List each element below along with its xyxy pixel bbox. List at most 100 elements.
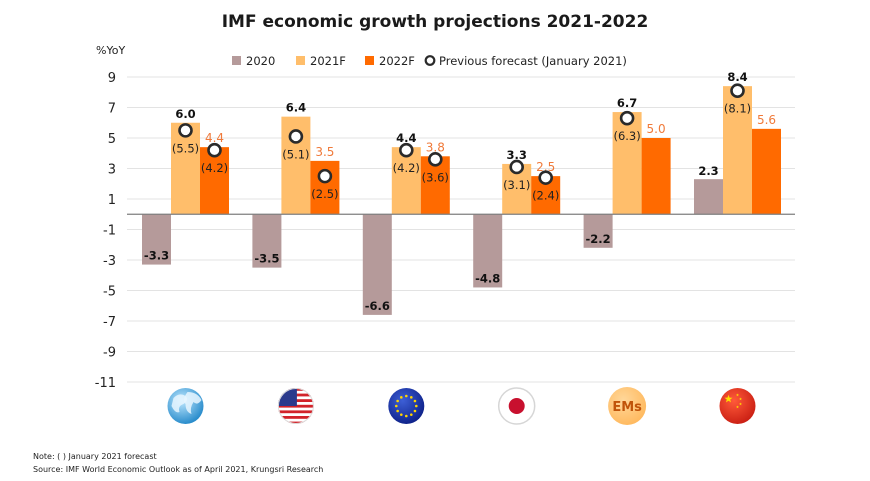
- data-label: 4.4: [396, 131, 416, 145]
- bar-2022f: [641, 138, 671, 215]
- data-label: -3.5: [254, 252, 279, 266]
- y-tick-label: -9: [103, 346, 116, 361]
- china-star: [724, 394, 733, 403]
- previous-forecast-label: (3.6): [422, 170, 449, 184]
- china-small-star: [736, 405, 739, 409]
- y-tick-label: -11: [95, 376, 116, 391]
- previous-forecast-marker: [619, 110, 635, 126]
- flag-stripe: [277, 421, 314, 424]
- bar-2020: [142, 214, 171, 265]
- data-label: 8.4: [727, 70, 747, 84]
- eu-star: [410, 413, 413, 416]
- y-tick-label: 1: [108, 193, 116, 208]
- bar-2020: [694, 179, 723, 215]
- data-label: 3.8: [426, 140, 445, 154]
- data-label: 4.4: [205, 131, 224, 145]
- bar-2022f: [200, 147, 229, 215]
- legend-label: 2021F: [310, 54, 346, 68]
- previous-forecast-label: (8.1): [724, 102, 751, 116]
- previous-forecast-label: (6.3): [613, 129, 640, 143]
- flag-stripe: [277, 410, 314, 414]
- china-small-star: [736, 393, 739, 397]
- china-flag-icon: [719, 388, 756, 424]
- data-label: -2.2: [586, 232, 611, 246]
- data-label: 2.3: [698, 164, 718, 178]
- china-small-star: [739, 397, 742, 401]
- eu-star: [410, 396, 413, 399]
- previous-forecast-label: (4.2): [201, 161, 228, 175]
- ems-badge-icon: EMs: [608, 387, 647, 425]
- previous-forecast-marker: [509, 159, 525, 175]
- note-text: Note: ( ) January 2021 forecast: [33, 452, 157, 461]
- data-labels: -3.3 -3.5 -6.6 -4.8 -2.2 2.3 6.0 6.4 4.4 3.3 6.7 8.…: [144, 70, 776, 313]
- eu-star: [415, 404, 418, 408]
- data-label: -6.6: [365, 299, 390, 313]
- globe-continent: [171, 394, 188, 413]
- previous-forecast-marker: [207, 142, 222, 158]
- previous-forecast-label: (3.1): [503, 178, 530, 192]
- y-tick-label: -3: [103, 254, 116, 269]
- previous-forecast-marker: [427, 152, 443, 167]
- data-label: 6.0: [175, 107, 195, 121]
- legend-label: 2020: [246, 54, 275, 68]
- data-label: 6.4: [286, 101, 306, 115]
- y-tick-label: 9: [108, 71, 116, 86]
- bar-2020: [362, 214, 392, 315]
- data-label: -3.3: [144, 249, 169, 263]
- eu-star: [396, 399, 399, 403]
- bar-2021f: [612, 112, 642, 215]
- previous-forecast-marker: [288, 129, 304, 144]
- bar-2021f: [171, 122, 200, 215]
- eu-star: [395, 404, 398, 408]
- japan-flag-icon: [497, 387, 536, 425]
- y-axis-label: %YoY: [96, 44, 125, 57]
- gridlines: [127, 76, 795, 383]
- eu-star: [400, 413, 403, 416]
- previous-forecast-marker: [398, 142, 414, 158]
- data-label: 6.7: [617, 96, 637, 110]
- us-flag-icon: [277, 388, 314, 424]
- category-icons: EMs: [167, 387, 756, 425]
- previous-forecast-marker: [730, 83, 745, 99]
- china-small-star: [739, 402, 742, 406]
- bar-2020: [252, 214, 282, 268]
- previous-forecast-label: (2.5): [311, 187, 338, 201]
- legend-swatch-2020: [232, 56, 241, 65]
- ems-badge-text: EMs: [612, 400, 642, 415]
- data-label: 5.6: [757, 113, 776, 127]
- legend-label: Previous forecast (January 2021): [439, 54, 627, 68]
- eu-flag-icon: [388, 388, 425, 424]
- bar-2020: [583, 214, 613, 248]
- source-text: Source: IMF World Economic Outlook as of…: [33, 465, 323, 474]
- eu-star: [413, 399, 417, 403]
- legend-swatch-2021f: [296, 56, 305, 65]
- legend-marker-previous-forecast: [424, 55, 436, 66]
- data-label: 3.5: [315, 145, 334, 159]
- eu-star: [405, 394, 408, 398]
- flag-stripe: [277, 416, 314, 419]
- legend-swatch-2022f: [365, 56, 374, 65]
- eu-star: [400, 396, 403, 399]
- previous-forecast-marker: [178, 123, 193, 138]
- eu-star: [405, 414, 408, 418]
- eu-star: [396, 409, 399, 413]
- previous-forecast-label: (2.4): [532, 189, 559, 203]
- previous-forecast-marker: [538, 170, 554, 185]
- flag-stripe: [277, 404, 314, 408]
- y-tick-label: -5: [103, 285, 116, 300]
- previous-forecast-label: (4.2): [393, 161, 420, 175]
- bars: [142, 86, 781, 315]
- chart-title: IMF economic growth projections 2021-202…: [222, 12, 649, 32]
- ems-badge: [608, 387, 647, 425]
- globe-continent: [183, 392, 202, 414]
- y-tick-label: 3: [108, 163, 116, 178]
- y-ticks: 9 7 5 3 1 -1 -3 -5 -7 -9 -11: [95, 71, 116, 391]
- bar-2020: [473, 214, 503, 288]
- eu-star: [413, 409, 417, 413]
- data-label: 5.0: [647, 122, 666, 136]
- y-tick-label: -1: [103, 224, 116, 239]
- data-label: -4.8: [475, 271, 500, 285]
- y-tick-label: 7: [108, 102, 116, 117]
- eu-flag: [388, 388, 425, 424]
